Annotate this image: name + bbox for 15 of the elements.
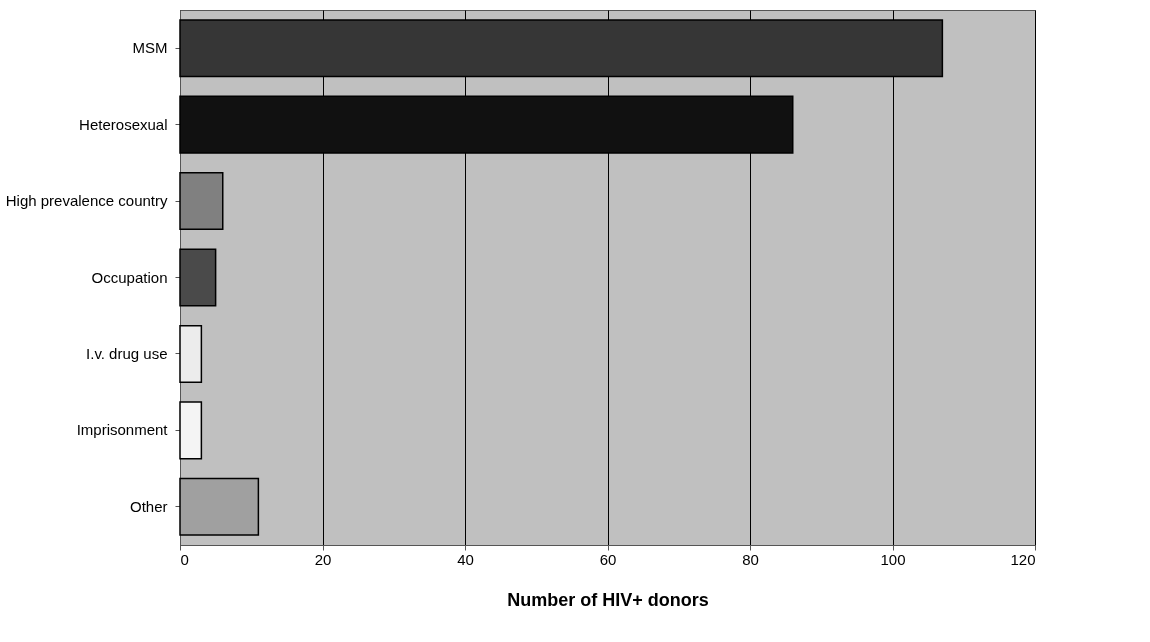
y-tick-label: Other [129,497,168,515]
y-tick-label: MSM [132,39,168,57]
x-tick-label: 40 [457,550,474,568]
x-tick-label: 100 [880,550,906,568]
y-tick-label: Occupation [91,268,168,286]
y-tick-label: Heterosexual [79,115,168,133]
y-tick-label: I.v. drug use [86,344,168,362]
x-tick-label: 20 [314,550,332,568]
x-axis-title: Number of HIV+ donors [507,589,709,610]
x-tick-label: 60 [599,550,617,568]
y-tick-label: Imprisonment [76,421,169,439]
x-tick-label: 120 [1010,550,1036,568]
x-tick-label: 0 [180,550,189,568]
x-tick-label: 80 [742,550,759,568]
y-tick-label: High prevalence country [5,192,168,210]
